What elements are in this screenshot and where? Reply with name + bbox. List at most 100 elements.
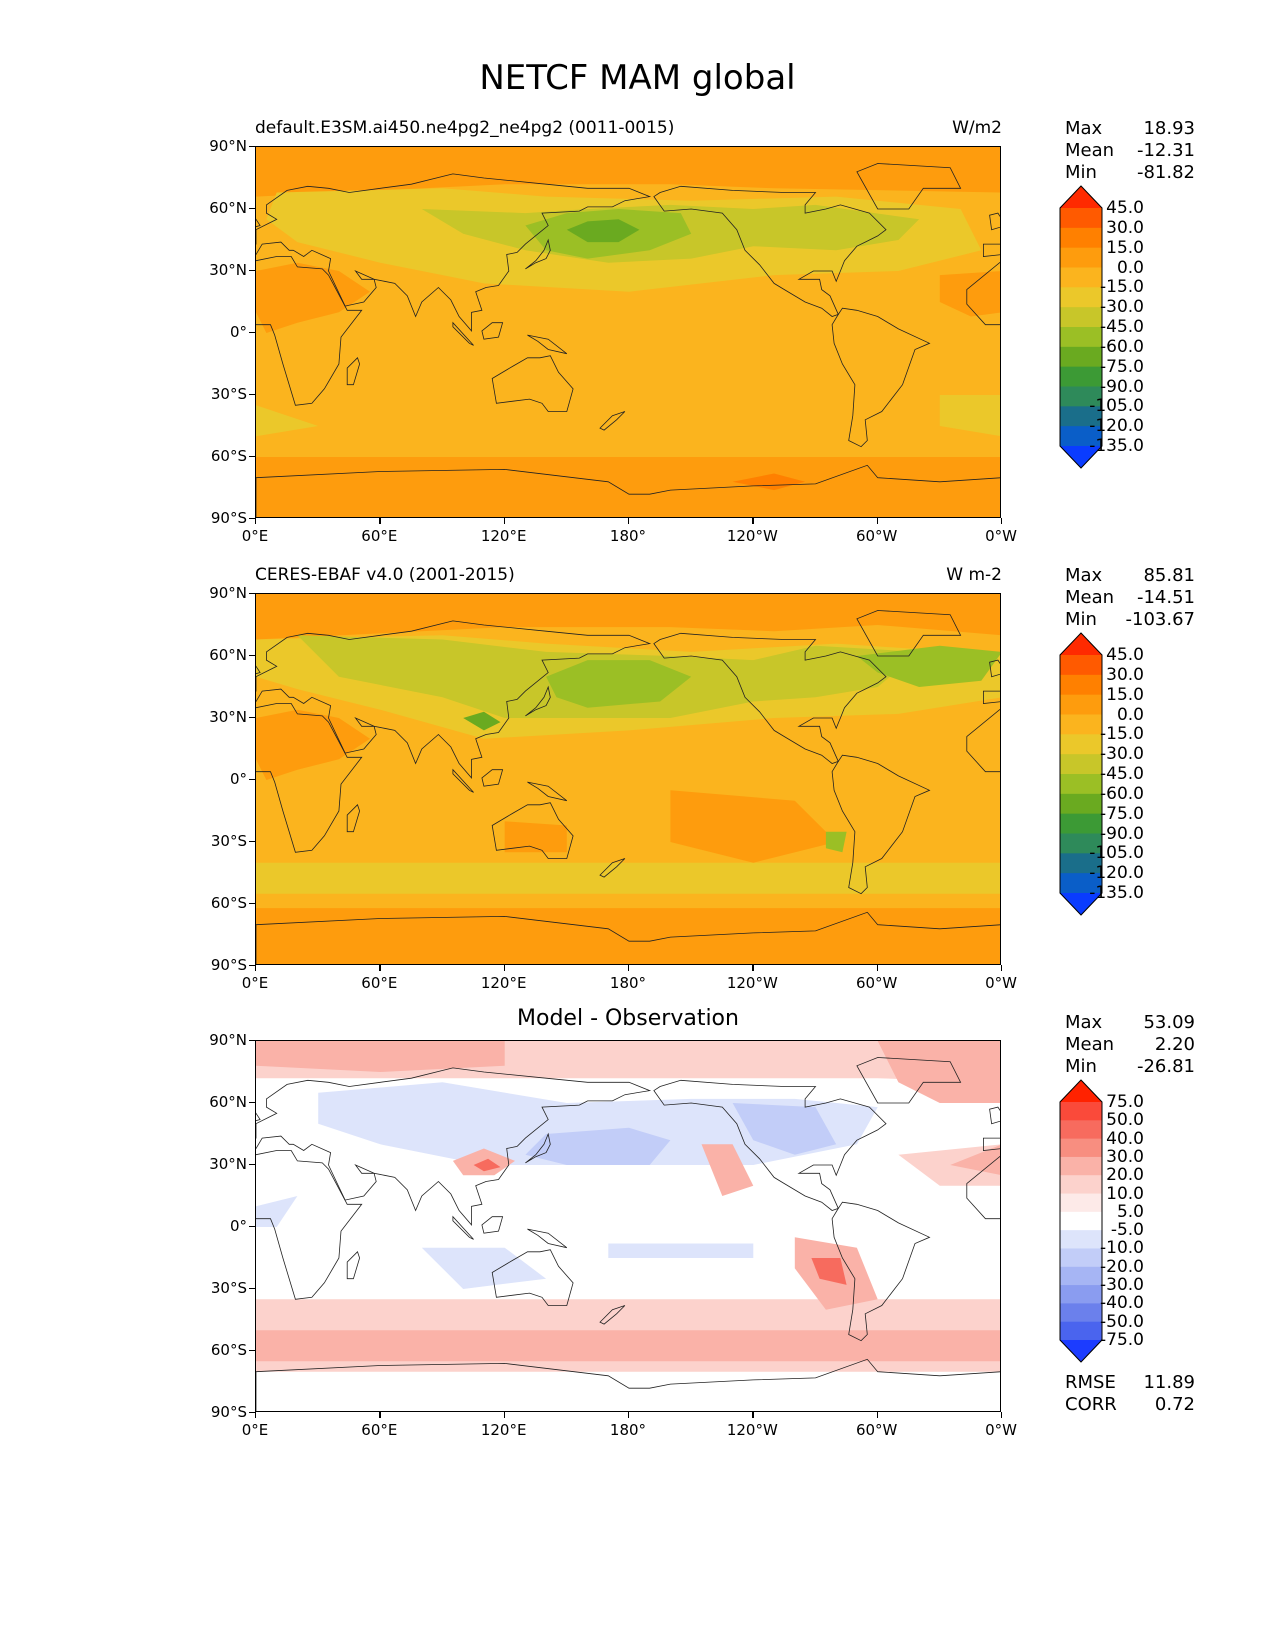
field-contour [256, 405, 319, 437]
y-tick-label: 60°N [209, 1093, 247, 1111]
coastline [653, 185, 887, 317]
colorbar-label: -50.0 [1100, 1311, 1144, 1332]
coastline [481, 322, 504, 340]
colorbar-label: -30.0 [1100, 744, 1144, 765]
x-tick-label: 120°E [480, 527, 527, 545]
colorbar-bin [1060, 655, 1102, 676]
colorbar-outline [1059, 185, 1103, 469]
x-tick [628, 518, 630, 524]
x-tick-label: 60°E [361, 1421, 398, 1439]
stat-value: -81.82 [1136, 162, 1195, 183]
field-contour [256, 908, 1000, 964]
coastline [256, 464, 1000, 517]
stat-label: Min [1065, 1056, 1097, 1077]
field-contour [950, 1145, 1000, 1175]
coastline [525, 685, 551, 717]
field-contour [256, 147, 1000, 197]
y-tick-label: 0° [229, 323, 247, 341]
stat-value: 53.09 [1143, 1012, 1195, 1033]
colorbar-bin [1060, 307, 1102, 328]
coastline [527, 1228, 568, 1249]
colorbar-label: 40.0 [1106, 1128, 1144, 1149]
y-tick [249, 717, 255, 719]
colorbar-bin [1060, 426, 1102, 447]
colorbar-bin [1060, 1138, 1102, 1158]
y-tick [249, 655, 255, 657]
coastline [989, 659, 1000, 678]
stat-row: RMSE 11.89 [1065, 1372, 1195, 1394]
x-tick [876, 518, 878, 524]
coastline [346, 1251, 361, 1280]
coastline [966, 708, 1000, 773]
colorbar-bin [1060, 774, 1102, 795]
x-tick-label: 120°W [726, 974, 778, 992]
stat-label: Max [1065, 565, 1103, 586]
y-tick-label: 60°S [210, 894, 247, 912]
stats-block: Max 53.09 Mean 2.20 Min -26.81 [1065, 1012, 1195, 1078]
coastline [599, 858, 626, 878]
colorbar-bin [1060, 386, 1102, 407]
x-tick-label: 180° [609, 1421, 647, 1439]
stat-value: -12.31 [1136, 140, 1195, 161]
colorbar-extend-max [1060, 633, 1102, 655]
y-tick-label: 90°N [209, 584, 247, 602]
x-tick-label: 60°W [855, 1421, 898, 1439]
colorbar [1059, 1079, 1103, 1363]
x-tick [876, 1412, 878, 1418]
stat-row: CORR 0.72 [1065, 1394, 1195, 1416]
stat-row: Min -103.67 [1065, 609, 1195, 631]
stat-label: Mean [1065, 1034, 1115, 1055]
y-tick-label: 30°S [210, 1279, 247, 1297]
coastline [256, 1358, 1000, 1411]
field-contour [473, 1158, 501, 1172]
x-tick-label: 60°W [855, 527, 898, 545]
colorbar-label: -105.0 [1089, 396, 1144, 417]
colorbar-bin [1060, 793, 1102, 815]
colorbar-label: -40.0 [1100, 1293, 1144, 1314]
x-tick [503, 518, 505, 524]
stat-row: Max 18.93 [1065, 118, 1195, 140]
x-tick [752, 965, 754, 971]
coastline [599, 411, 626, 431]
x-tick-label: 0°E [241, 1421, 269, 1439]
colorbar-bin [1060, 366, 1102, 388]
colorbar-extend-min [1060, 446, 1102, 468]
panel-model-map [255, 146, 1001, 518]
colorbar-bin [1060, 853, 1102, 874]
y-tick-label: 30°N [209, 261, 247, 279]
colorbar-label: 5.0 [1116, 1201, 1144, 1222]
y-tick [249, 1164, 255, 1166]
colorbar-bin [1060, 1303, 1102, 1323]
stat-label: Mean [1065, 140, 1115, 161]
x-tick [876, 965, 878, 971]
colorbar-bin [1060, 1211, 1102, 1231]
x-tick-label: 0°W [985, 1421, 1017, 1439]
stat-row: Mean -14.51 [1065, 587, 1195, 609]
field-contour [546, 660, 692, 708]
y-tick-label: 60°S [210, 447, 247, 465]
colorbar-extend-max [1060, 186, 1102, 208]
colorbar-label: -5.0 [1110, 1220, 1144, 1241]
stats-block: Max 18.93 Mean -12.31 Min -81.82 [1065, 118, 1195, 184]
stat-row: Mean -12.31 [1065, 140, 1195, 162]
colorbar-bin [1060, 227, 1102, 249]
colorbar-label: -10.0 [1100, 1238, 1144, 1259]
y-tick-label: 60°N [209, 199, 247, 217]
x-tick-label: 120°E [480, 1421, 527, 1439]
colorbar-label: 30.0 [1106, 217, 1144, 238]
y-tick [249, 332, 255, 334]
panel-diff-map [255, 1040, 1001, 1412]
y-tick [249, 518, 255, 520]
colorbar [1059, 185, 1103, 469]
coastline [452, 1215, 474, 1240]
colorbar-label: 15.0 [1106, 684, 1144, 705]
colorbar-bin [1060, 1120, 1102, 1140]
x-tick-label: 0°E [241, 974, 269, 992]
stat-value: 11.89 [1143, 1372, 1195, 1393]
stats-block: Max 85.81 Mean -14.51 Min -103.67 [1065, 565, 1195, 631]
x-tick [255, 1412, 257, 1418]
colorbar-label: -45.0 [1100, 764, 1144, 784]
stat-row: Min -26.81 [1065, 1056, 1195, 1078]
stat-value: -14.51 [1136, 587, 1195, 608]
colorbar-label: 30.0 [1106, 1146, 1144, 1167]
